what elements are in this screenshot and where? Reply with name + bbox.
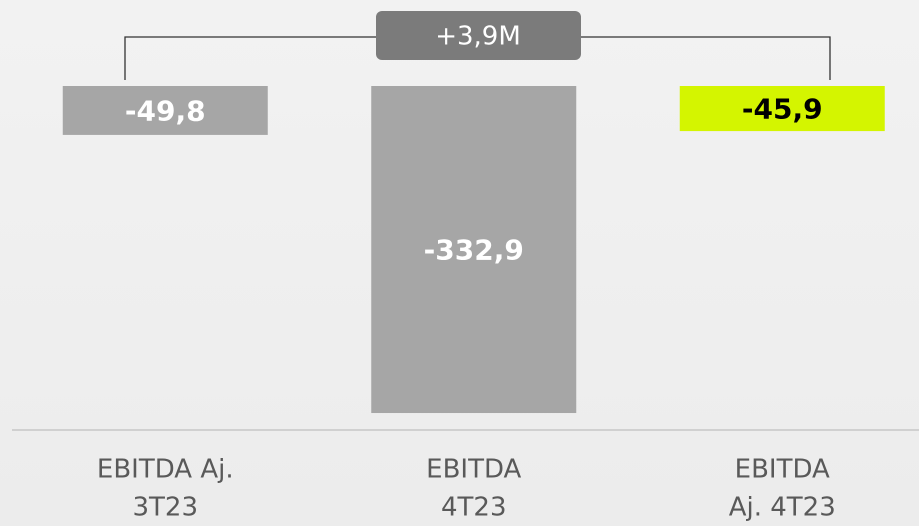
x-tick-label: EBITDA bbox=[426, 455, 521, 485]
annotation-box bbox=[376, 11, 581, 60]
bar bbox=[62, 86, 268, 135]
bar bbox=[371, 86, 577, 414]
x-tick-label: 4T23 bbox=[441, 493, 507, 523]
x-tick-label: EBITDA Aj. bbox=[97, 455, 234, 485]
x-tick-label: 3T23 bbox=[132, 493, 198, 523]
value-label: -49,8 bbox=[125, 94, 206, 127]
annotation: +3,9M bbox=[435, 22, 521, 52]
value-label: -45,9 bbox=[742, 93, 823, 126]
bar bbox=[679, 86, 885, 132]
x-tick-label: EBITDA bbox=[735, 455, 830, 485]
value-label: -332,9 bbox=[424, 234, 524, 267]
x-tick-label: Aj. 4T23 bbox=[729, 493, 836, 523]
